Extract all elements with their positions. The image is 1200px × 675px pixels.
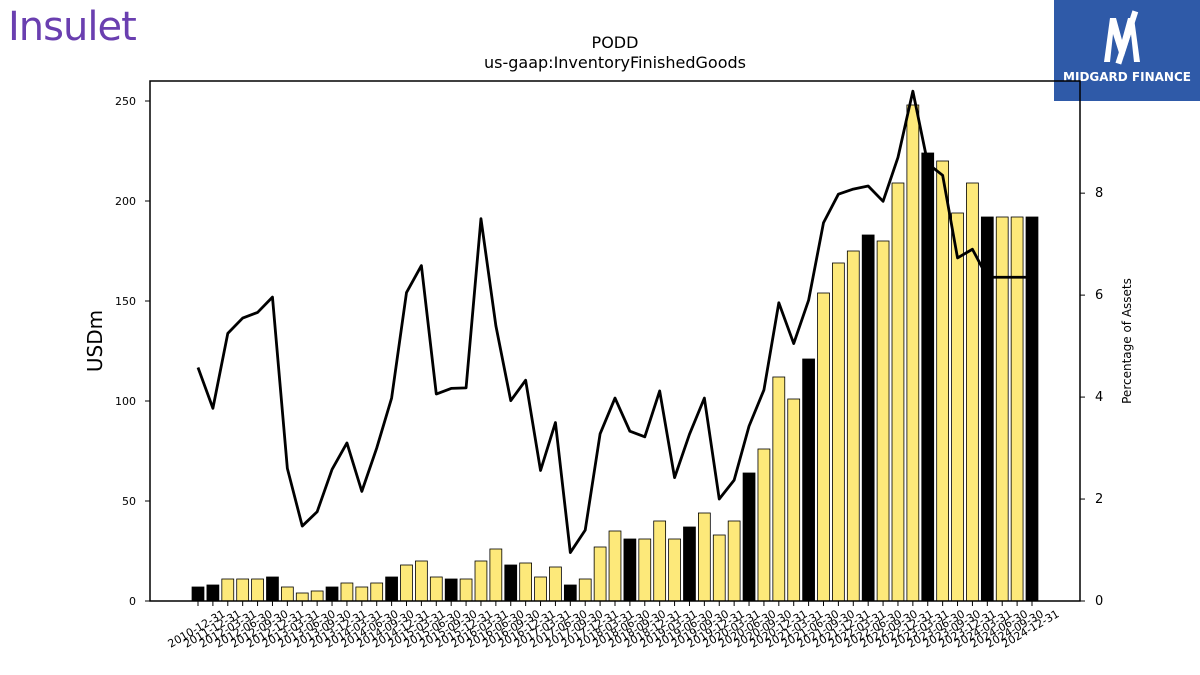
- bar: [474, 560, 488, 602]
- insulet-logo: Insulet: [8, 4, 137, 50]
- y2-axis-label: Percentage of Assets: [1120, 278, 1134, 404]
- bar: [861, 234, 875, 602]
- bar: [325, 586, 339, 602]
- bar: [698, 512, 711, 602]
- bar: [504, 564, 518, 602]
- y-tick-label: 150: [115, 295, 136, 308]
- bar: [340, 582, 354, 602]
- midgard-finance-logo: MIDGARD FINANCE: [1054, 0, 1200, 101]
- line-group: [196, 89, 1032, 554]
- bar: [266, 576, 279, 602]
- bar: [489, 548, 503, 602]
- y2-tick-label: 8: [1095, 186, 1103, 201]
- bar: [772, 376, 786, 602]
- bar: [549, 566, 562, 602]
- bar: [206, 584, 220, 602]
- bar: [385, 576, 398, 602]
- bar: [578, 578, 592, 602]
- y2-tick-label: 2: [1095, 492, 1103, 507]
- bar: [876, 240, 890, 602]
- bar: [757, 448, 771, 602]
- bar: [563, 584, 577, 602]
- bar: [191, 586, 205, 602]
- bar: [832, 262, 845, 602]
- bar: [846, 250, 860, 602]
- bar: [280, 586, 294, 602]
- bar: [623, 538, 637, 602]
- bar: [355, 586, 369, 602]
- chart-title: PODD: [592, 33, 639, 52]
- y-axis-label: USDm: [83, 310, 107, 372]
- bar: [221, 578, 235, 602]
- bar: [444, 578, 458, 602]
- y-tick-label: 200: [115, 195, 136, 208]
- y-tick-label: 250: [115, 95, 136, 108]
- bar: [951, 212, 964, 602]
- bar: [593, 546, 607, 602]
- bar: [936, 160, 950, 602]
- bars-group: [191, 104, 1039, 602]
- bar: [668, 538, 681, 602]
- bar: [638, 538, 652, 602]
- bar: [295, 592, 309, 602]
- bar: [995, 216, 1009, 602]
- axes-group: 050100150200250024682010-12-312011-12-31…: [115, 80, 1103, 651]
- bar: [906, 104, 920, 602]
- y2-tick-label: 0: [1095, 594, 1103, 609]
- midgard-m-icon: [1104, 10, 1140, 65]
- bar: [534, 576, 547, 602]
- bar: [251, 578, 264, 602]
- bar: [429, 576, 443, 602]
- bar: [966, 182, 979, 602]
- bar: [653, 520, 667, 602]
- bar: [608, 530, 622, 602]
- bar: [891, 182, 905, 602]
- bar: [370, 582, 384, 602]
- y-tick-label: 50: [122, 495, 136, 508]
- y2-tick-label: 4: [1095, 390, 1103, 405]
- bar: [415, 560, 428, 602]
- bar: [310, 590, 324, 602]
- bar: [742, 472, 756, 602]
- bar: [1010, 216, 1024, 602]
- bar: [921, 152, 935, 602]
- series-line: [196, 89, 1032, 554]
- bar: [683, 526, 696, 602]
- bar: [787, 398, 801, 602]
- bar: [817, 292, 830, 602]
- y2-tick-label: 6: [1095, 288, 1103, 303]
- bar: [802, 358, 815, 602]
- bar: [727, 520, 741, 602]
- bar: [1025, 216, 1039, 602]
- midgard-finance-label: MIDGARD FINANCE: [1063, 70, 1191, 84]
- bar: [400, 564, 413, 602]
- bar: [236, 578, 250, 602]
- bar: [459, 578, 473, 602]
- y-tick-label: 0: [129, 595, 136, 608]
- bar: [519, 562, 533, 602]
- y-tick-label: 100: [115, 395, 136, 408]
- chart-subtitle: us-gaap:InventoryFinishedGoods: [484, 53, 746, 72]
- bar: [712, 534, 726, 602]
